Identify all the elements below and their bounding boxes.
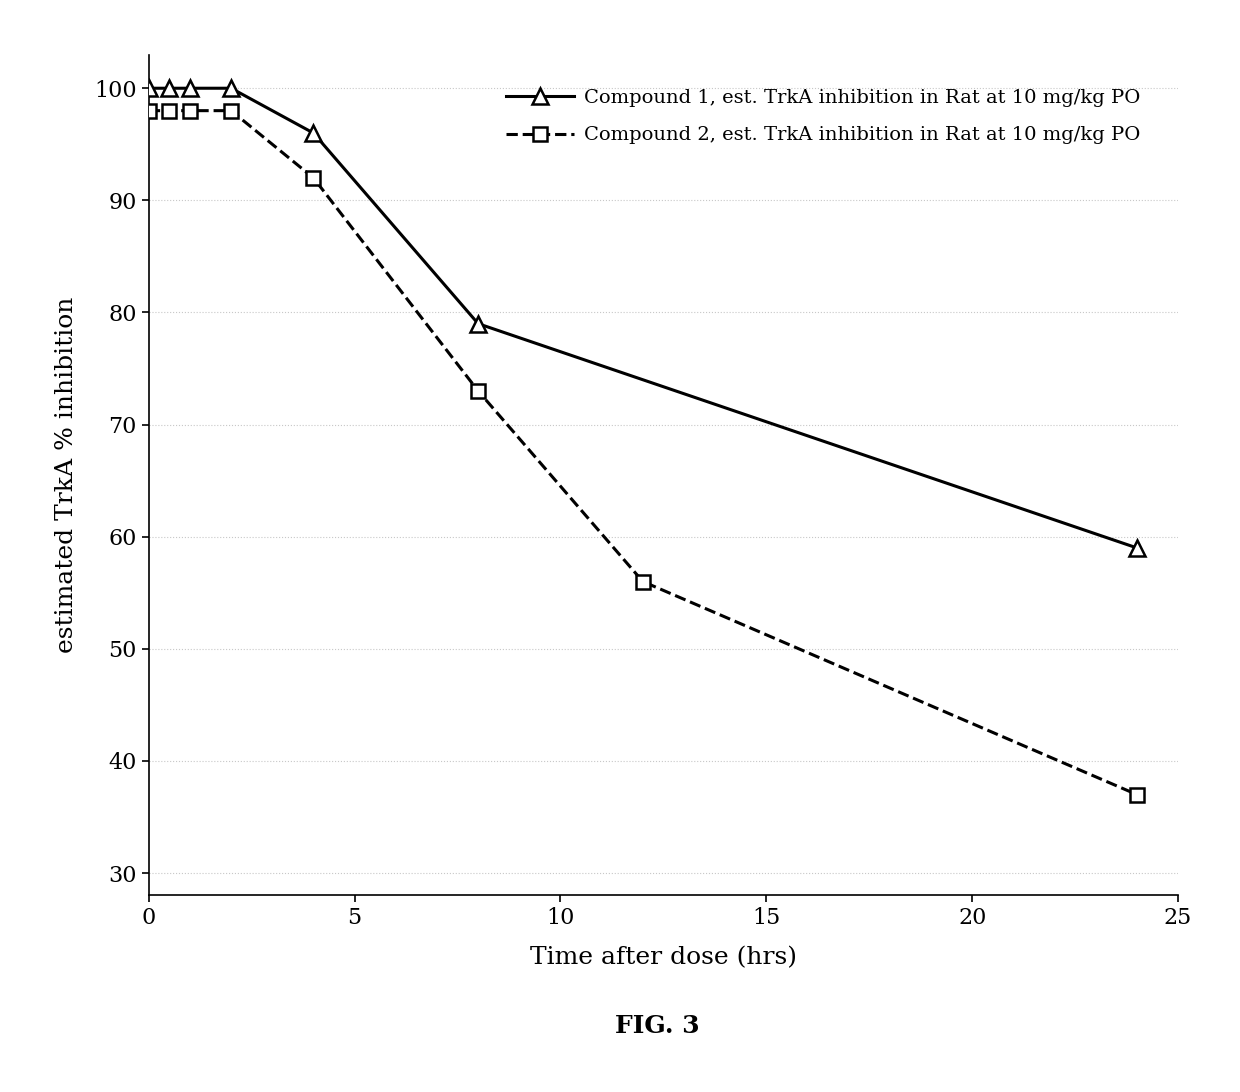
Compound 2, est. TrkA inhibition in Rat at 10 mg/kg PO (162, 104, 177, 117)
X-axis label: Time after dose (hrs): Time after dose (hrs) (529, 946, 797, 969)
Compound 1, est. TrkA inhibition in Rat at 10 mg/kg PO (1130, 542, 1145, 555)
Compound 2, est. TrkA inhibition in Rat at 10 mg/kg PO (306, 171, 321, 185)
Compound 1, est. TrkA inhibition in Rat at 10 mg/kg PO (182, 82, 197, 95)
Compound 2, est. TrkA inhibition in Rat at 10 mg/kg PO (141, 104, 156, 117)
Y-axis label: estimated TrkA % inhibition: estimated TrkA % inhibition (55, 297, 78, 653)
Text: FIG. 3: FIG. 3 (615, 1014, 699, 1038)
Compound 1, est. TrkA inhibition in Rat at 10 mg/kg PO (141, 82, 156, 95)
Compound 2, est. TrkA inhibition in Rat at 10 mg/kg PO (1130, 788, 1145, 802)
Compound 1, est. TrkA inhibition in Rat at 10 mg/kg PO (306, 127, 321, 140)
Compound 1, est. TrkA inhibition in Rat at 10 mg/kg PO (162, 82, 177, 95)
Compound 2, est. TrkA inhibition in Rat at 10 mg/kg PO (223, 104, 238, 117)
Line: Compound 1, est. TrkA inhibition in Rat at 10 mg/kg PO: Compound 1, est. TrkA inhibition in Rat … (141, 81, 1145, 556)
Compound 1, est. TrkA inhibition in Rat at 10 mg/kg PO (471, 317, 486, 330)
Compound 1, est. TrkA inhibition in Rat at 10 mg/kg PO (223, 82, 238, 95)
Compound 2, est. TrkA inhibition in Rat at 10 mg/kg PO (471, 384, 486, 397)
Compound 2, est. TrkA inhibition in Rat at 10 mg/kg PO (182, 104, 197, 117)
Legend: Compound 1, est. TrkA inhibition in Rat at 10 mg/kg PO, Compound 2, est. TrkA in: Compound 1, est. TrkA inhibition in Rat … (498, 81, 1148, 152)
Compound 2, est. TrkA inhibition in Rat at 10 mg/kg PO (635, 575, 650, 589)
Line: Compound 2, est. TrkA inhibition in Rat at 10 mg/kg PO: Compound 2, est. TrkA inhibition in Rat … (141, 104, 1143, 802)
